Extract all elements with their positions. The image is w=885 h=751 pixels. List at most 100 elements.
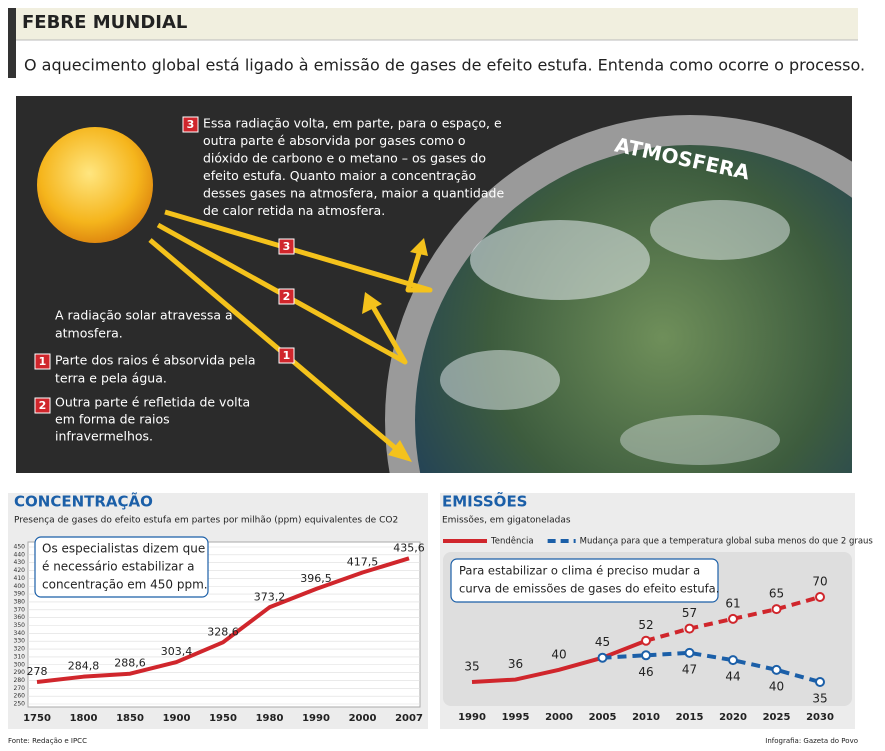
x-tick-label: 2030 <box>806 712 834 723</box>
data-label: 35 <box>464 660 479 674</box>
y-tick-label: 270 <box>14 685 26 692</box>
x-tick-label: 2020 <box>719 712 747 723</box>
x-tick-label: 1980 <box>256 713 284 724</box>
y-tick-label: 310 <box>14 653 26 660</box>
data-label: 44 <box>725 670 740 684</box>
step-badge <box>278 238 295 255</box>
y-tick-label: 360 <box>14 614 26 621</box>
x-tick-label: 2007 <box>395 713 423 724</box>
y-tick-label: 300 <box>14 661 26 668</box>
arrowheads <box>362 238 428 462</box>
data-label: 435,6 <box>393 541 425 554</box>
data-label: 328,6 <box>207 625 239 638</box>
x-tick-label: 2000 <box>545 712 573 723</box>
data-point <box>684 647 695 658</box>
diagram-panel: ATMOSFERA <box>16 96 852 473</box>
x-tick-label: 2015 <box>676 712 704 723</box>
step3-text: outra parte é absorvida por gases como o <box>203 133 465 148</box>
annotation-text: é necessário estabilizar a <box>42 560 195 574</box>
data-label: 303,4 <box>161 645 193 658</box>
data-label: 278 <box>27 665 48 678</box>
data-label: 47 <box>682 662 697 676</box>
y-tick-label: 420 <box>14 567 26 574</box>
cloud <box>440 350 560 410</box>
y-tick-label: 350 <box>14 622 26 629</box>
step-badge <box>34 353 51 370</box>
y-tick-label: 340 <box>14 630 26 637</box>
ray-1 <box>148 238 402 454</box>
data-point <box>815 677 825 687</box>
data-label: 40 <box>769 679 784 693</box>
step3-text: Essa radiação volta, em parte, para o es… <box>203 116 502 131</box>
data-label: 52 <box>638 618 653 632</box>
data-label: 46 <box>638 665 653 679</box>
y-tick-label: 280 <box>14 677 26 684</box>
y-tick-label: 260 <box>14 693 26 700</box>
x-tick-label: 1850 <box>116 713 144 724</box>
data-point <box>641 650 651 661</box>
header-accent <box>8 8 16 78</box>
y-tick-label: 430 <box>14 559 26 566</box>
step3-text: desses gases na atmosfera, maior a quant… <box>203 186 504 201</box>
data-point <box>597 652 608 663</box>
footer-source: Fonte: Redação e IPCC <box>8 737 87 745</box>
data-label: 396,5 <box>300 572 332 585</box>
header-title: FEBRE MUNDIAL <box>22 12 187 33</box>
x-tick-label: 1990 <box>302 713 330 724</box>
cloud <box>620 415 780 465</box>
data-label: 40 <box>551 647 566 661</box>
data-label: 288,6 <box>114 657 146 670</box>
step-badge <box>182 116 199 133</box>
data-point <box>684 623 695 634</box>
data-label: 417,5 <box>347 556 379 569</box>
chart-title: CONCENTRAÇÃO <box>14 492 153 511</box>
chart-subtitle: Emissões, em gigatoneladas <box>442 516 571 526</box>
step-badge <box>34 397 51 414</box>
y-tick-label: 400 <box>14 583 26 590</box>
footer-credit: Infografia: Gazeta do Povo <box>765 737 858 745</box>
y-tick-label: 370 <box>14 606 26 613</box>
intro-text: atmosfera. <box>55 326 123 341</box>
x-tick-label: 1990 <box>458 712 486 723</box>
data-label: 57 <box>682 606 697 620</box>
step3-text: dióxido de carbono e o metano – os gases… <box>203 151 486 166</box>
step-number: 1 <box>39 355 47 368</box>
data-label: 65 <box>769 587 784 601</box>
step2-text: Outra parte é refletida de volta <box>55 395 250 410</box>
data-label: 284,8 <box>68 660 100 673</box>
data-point <box>815 592 825 602</box>
annotation-text: concentração em 450 ppm. <box>42 578 208 592</box>
y-tick-label: 450 <box>14 544 26 551</box>
step-number: 3 <box>283 240 291 253</box>
annotation-box <box>450 558 719 603</box>
annotation-text: Os especialistas dizem que <box>42 542 205 556</box>
y-tick-label: 250 <box>14 701 26 708</box>
data-line <box>602 650 821 684</box>
intro-text: A radiação solar atravessa a <box>55 308 233 323</box>
legend-label: Tendência <box>490 536 534 547</box>
header-subtitle: O aquecimento global está ligado à emiss… <box>24 56 865 75</box>
step-badge <box>278 288 295 305</box>
data-point <box>771 604 782 615</box>
data-label: 70 <box>812 575 827 589</box>
data-point <box>728 613 738 624</box>
annotation-box <box>34 536 209 598</box>
x-tick-label: 1950 <box>209 713 237 724</box>
data-label: 35 <box>812 692 827 706</box>
step2-text: infravermelhos. <box>55 429 153 444</box>
data-point <box>728 655 738 666</box>
x-tick-label: 1750 <box>23 713 51 724</box>
y-tick-label: 390 <box>14 591 26 598</box>
data-label: 61 <box>725 596 740 610</box>
chart-subtitle: Presença de gases do efeito estufa em pa… <box>14 516 398 526</box>
annotation-text: Para estabilizar o clima é preciso mudar… <box>459 564 700 578</box>
y-tick-label: 440 <box>14 551 26 558</box>
data-line <box>471 638 647 684</box>
y-tick-label: 320 <box>14 646 26 653</box>
step1-text: Parte dos raios é absorvida pela <box>55 353 256 368</box>
annotation-text: curva de emissões de gases do efeito est… <box>459 582 719 596</box>
x-tick-label: 2000 <box>349 713 377 724</box>
header-bar <box>8 8 858 40</box>
step1-text: terra e pela água. <box>55 371 167 386</box>
ray-3 <box>164 209 433 293</box>
